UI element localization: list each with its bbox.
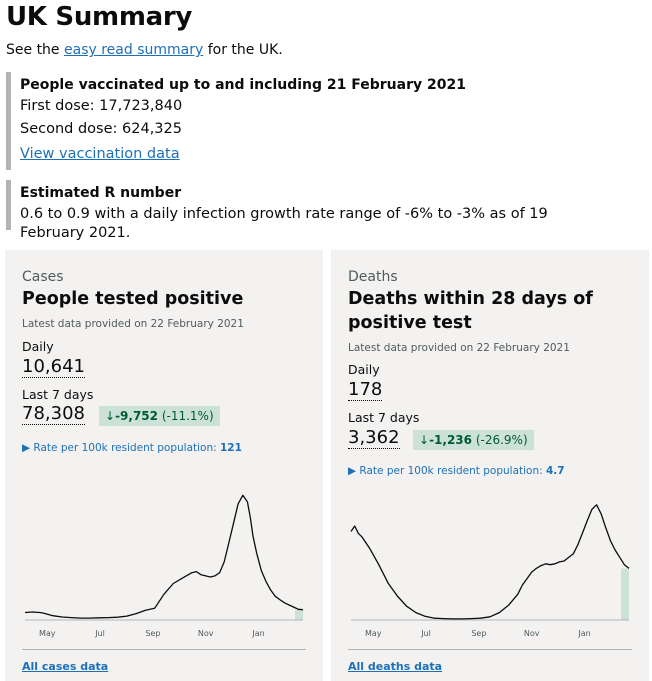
rate-value: 4.7 — [546, 465, 565, 477]
x-tick-label: Jul — [94, 629, 105, 638]
recent-days-highlight — [621, 568, 629, 620]
card-title: Deaths within 28 days of positive test — [348, 289, 593, 333]
x-tick-label: Jul — [420, 629, 431, 638]
x-tick-label: May — [365, 629, 382, 638]
change-badge: ↓-9,752 (-11.1%) — [99, 406, 220, 426]
updated-date: Latest data provided on 22 February 2021 — [22, 318, 244, 330]
daily-value: 10,641 — [22, 356, 85, 378]
vaccination-heading: People vaccinated up to and including 21… — [20, 77, 466, 93]
vaccination-summary: People vaccinated up to and including 21… — [6, 72, 606, 170]
change-badge: ↓-1,236 (-26.9%) — [413, 430, 534, 450]
vaccination-data-link[interactable]: View vaccination data — [20, 146, 180, 162]
x-tick-label: Jan — [577, 629, 590, 638]
x-tick-label: Sep — [145, 629, 160, 638]
x-tick-label: Nov — [524, 629, 540, 638]
all-deaths-link[interactable]: All deaths data — [348, 660, 443, 673]
rate-toggle[interactable]: ▶ Rate per 100k resident population: 121 — [22, 442, 242, 454]
series-line — [350, 504, 630, 620]
r-number-heading: Estimated R number — [20, 185, 182, 201]
easy-read-link[interactable]: easy read summary — [64, 42, 204, 58]
intro-suffix: for the UK. — [203, 42, 283, 58]
change-percent: (-26.9%) — [475, 433, 528, 447]
triangle-right-icon: ▶ — [22, 442, 31, 454]
intro-prefix: See the — [6, 42, 64, 58]
week-value: 78,308 — [22, 403, 85, 425]
week-value: 3,362 — [348, 427, 400, 449]
cases-card: Cases People tested positive Latest data… — [5, 250, 323, 681]
deaths-chart: May Jul Sep Nov Jan — [350, 504, 630, 638]
triangle-right-icon: ▶ — [348, 465, 357, 477]
change-percent: (-11.1%) — [161, 409, 214, 423]
deaths-card: Deaths Deaths within 28 days of positive… — [331, 250, 649, 681]
second-dose: Second dose: 624,325 — [20, 121, 182, 137]
week-label: Last 7 days — [348, 410, 420, 425]
rate-value: 121 — [220, 442, 242, 454]
first-dose: First dose: 17,723,840 — [20, 98, 183, 114]
change-value: -9,752 — [115, 409, 158, 423]
x-tick-label: Sep — [471, 629, 486, 638]
daily-value: 178 — [348, 379, 383, 401]
series-line — [24, 494, 304, 619]
page-title: UK Summary — [6, 2, 193, 32]
x-tick-label: May — [39, 629, 56, 638]
daily-label: Daily — [22, 339, 54, 354]
recent-days-highlight — [295, 609, 303, 620]
down-arrow-icon: ↓ — [105, 409, 116, 423]
down-arrow-icon: ↓ — [419, 433, 430, 447]
updated-date: Latest data provided on 22 February 2021 — [348, 342, 570, 354]
cases-chart: May Jul Sep Nov Jan — [24, 494, 304, 638]
card-divider — [22, 649, 306, 650]
card-title: People tested positive — [22, 289, 244, 309]
all-cases-link[interactable]: All cases data — [22, 660, 109, 673]
x-tick-label: Jan — [251, 629, 264, 638]
rate-label: Rate per 100k resident population: — [33, 442, 217, 454]
rate-label: Rate per 100k resident population: — [359, 465, 543, 477]
change-value: -1,236 — [429, 433, 472, 447]
daily-label: Daily — [348, 362, 380, 377]
r-number-text: 0.6 to 0.9 with a daily infection growth… — [20, 206, 548, 241]
r-number-summary: Estimated R number 0.6 to 0.9 with a dai… — [6, 180, 606, 241]
week-label: Last 7 days — [22, 387, 94, 402]
rate-toggle[interactable]: ▶ Rate per 100k resident population: 4.7 — [348, 465, 565, 477]
intro-text: See the easy read summary for the UK. — [6, 42, 283, 58]
card-divider — [348, 649, 632, 650]
x-tick-label: Nov — [198, 629, 214, 638]
card-caption: Deaths — [348, 269, 398, 285]
card-caption: Cases — [22, 269, 64, 285]
